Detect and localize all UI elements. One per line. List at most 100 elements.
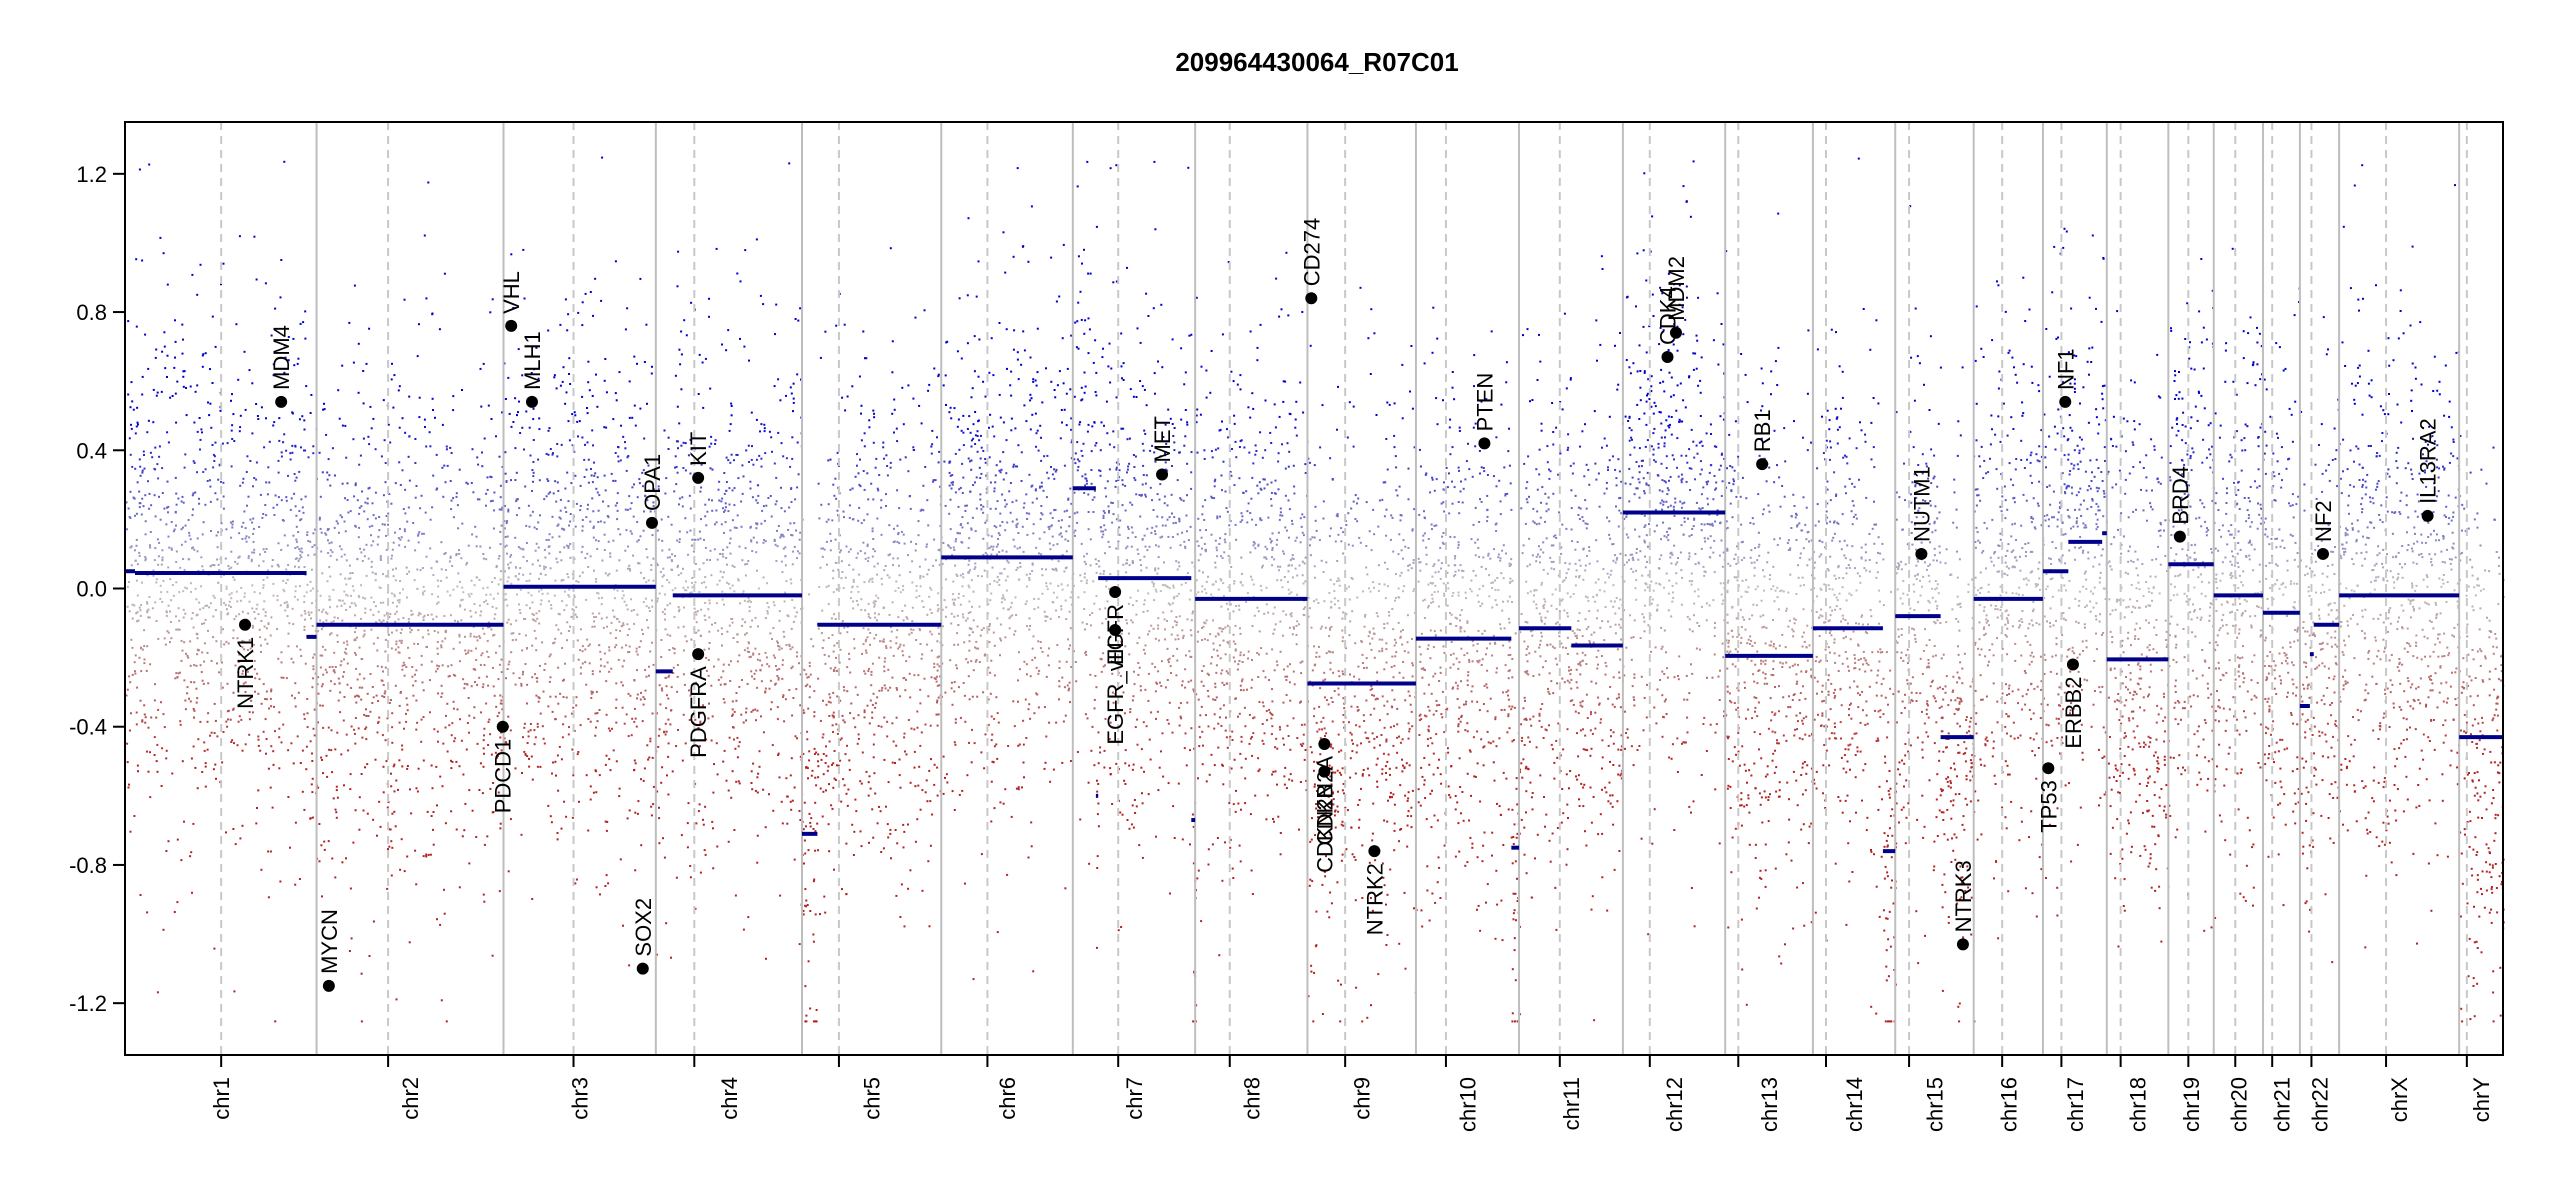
probe-point [231,526,234,529]
probe-point [878,689,881,692]
probe-point [610,621,613,624]
probe-point [193,716,195,719]
probe-point [591,395,594,397]
probe-point [938,684,941,687]
probe-point [921,889,924,892]
probe-point [282,676,285,679]
probe-point [443,888,445,891]
probe-point [647,464,650,467]
probe-point [573,596,576,598]
probe-point [735,692,738,694]
probe-point [270,705,273,708]
probe-point [652,579,655,582]
probe-point [825,754,828,757]
probe-point [323,402,325,405]
probe-point [872,441,875,444]
probe-point [394,620,397,623]
probe-point [1034,488,1037,491]
probe-point [636,693,639,696]
probe-point [629,569,632,572]
probe-point [482,765,485,768]
probe-point [220,480,222,483]
probe-point [1052,544,1055,547]
probe-point [464,649,467,652]
probe-point [935,713,938,716]
probe-point [202,353,205,356]
probe-point [848,652,850,655]
probe-point [533,729,536,732]
probe-point [394,613,397,616]
probe-point [158,495,160,498]
probe-point [368,525,371,528]
probe-point [153,559,156,562]
probe-point [869,617,872,619]
probe-point [661,575,664,578]
probe-point [610,472,613,475]
probe-point [608,758,611,761]
probe-point [704,601,707,604]
probe-point [288,622,291,625]
probe-point [664,733,667,736]
probe-point [833,777,836,780]
probe-point [814,849,817,852]
probe-point [990,820,993,823]
probe-point [317,721,319,724]
probe-point [712,827,714,830]
probe-point [516,593,518,596]
probe-point [916,710,919,713]
probe-point [202,682,205,685]
probe-point [708,602,711,605]
probe-point [757,625,759,628]
probe-point [1063,510,1066,513]
probe-point [722,507,724,510]
probe-point [435,670,438,673]
probe-point [322,726,325,729]
probe-point [716,583,719,586]
probe-point [552,761,555,764]
probe-point [353,602,356,605]
probe-point [229,521,232,524]
probe-point [451,722,454,725]
probe-point [394,531,396,534]
probe-point [872,601,875,604]
probe-point [792,550,795,553]
probe-point [710,684,713,687]
probe-point [386,717,389,720]
probe-point [139,474,142,477]
probe-point [735,699,738,702]
probe-point [515,498,518,501]
probe-point [264,504,267,506]
probe-point [899,786,902,789]
probe-point [365,574,368,577]
probe-point [470,482,473,484]
probe-point [180,500,183,503]
probe-point [494,751,497,754]
probe-point [133,815,136,817]
probe-point [667,436,670,439]
probe-point [318,518,321,521]
probe-point [1016,566,1019,569]
probe-point [212,594,215,597]
probe-point [681,505,684,508]
probe-point [297,691,300,694]
probe-point [615,682,618,685]
probe-point [843,323,846,326]
probe-point [551,453,554,456]
probe-point [509,623,512,626]
probe-point [762,788,765,791]
probe-point [780,560,783,563]
probe-point [555,387,558,390]
probe-point [401,417,404,420]
probe-point [839,738,842,741]
probe-point [666,633,669,636]
probe-point [620,424,622,427]
probe-point [891,761,894,764]
probe-point [871,530,874,533]
probe-point [630,532,633,535]
probe-point [1062,382,1065,385]
probe-point [700,518,702,521]
probe-point [589,798,592,801]
probe-point [601,559,604,562]
probe-point [897,533,900,536]
probe-point [793,858,796,861]
